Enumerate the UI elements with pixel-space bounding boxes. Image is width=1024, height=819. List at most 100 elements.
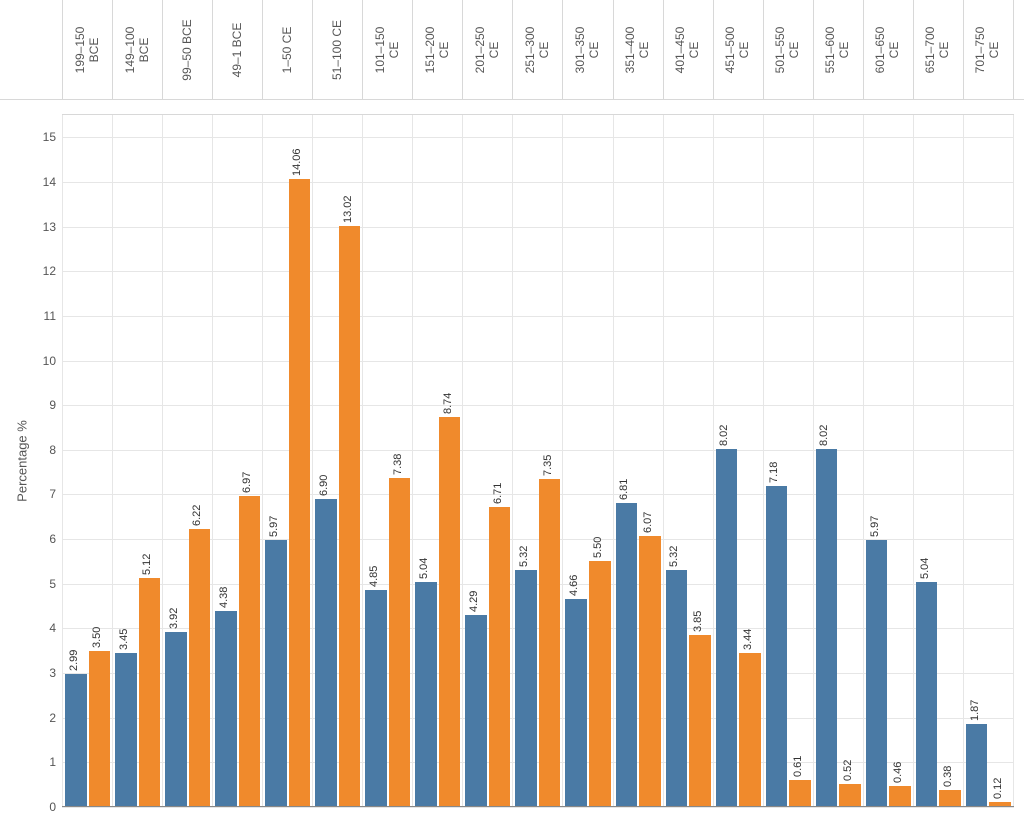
bar-series-b: 3.85 [689, 635, 711, 807]
bar-series-b: 6.07 [639, 536, 661, 807]
bar-series-b: 7.35 [539, 479, 561, 807]
bar-series-b: 6.71 [489, 507, 511, 807]
category-header: 49–1 BCE [212, 0, 262, 99]
category-header-label: 151–200 CE [424, 26, 452, 73]
category-column: 5.970.46 [863, 115, 913, 807]
bar-value-label: 5.04 [919, 558, 931, 579]
category-header-label: 701–750 CE [975, 26, 1003, 73]
bar-series-b: 5.12 [139, 578, 161, 807]
category-column: 4.85 7.38 [362, 115, 412, 807]
bar-value-label: 7.38 [392, 453, 404, 474]
category-header-label: 551–600 CE [824, 26, 852, 73]
y-axis-title: Percentage % [15, 420, 30, 502]
category-column: 3.455.12 [112, 115, 162, 807]
bar-series-b: 0.61 [789, 780, 811, 807]
bar-value-label: 8.02 [818, 425, 830, 446]
bar-value-label: 6.07 [642, 512, 654, 533]
category-header-label: 251–300 CE [524, 26, 552, 73]
bar-series-a: 3.45 [115, 653, 137, 807]
bar-value-label: 3.92 [168, 608, 180, 629]
category-column: 5.04 8.74 [412, 115, 462, 807]
y-tick-label: 12 [43, 264, 62, 278]
bar-value-label: 0.52 [842, 759, 854, 780]
bar-value-label: 13.02 [342, 195, 354, 223]
y-gridline [62, 807, 1014, 808]
bar-value-label: 3.85 [692, 611, 704, 632]
category-header-label: 601–650 CE [874, 26, 902, 73]
bar-series-b: 13.02 [339, 226, 361, 807]
bar-value-label: 5.32 [668, 545, 680, 566]
category-header: 101–150 CE [362, 0, 412, 99]
bar-series-a: 5.32 [666, 570, 688, 808]
category-header-label: 451–500 CE [724, 26, 752, 73]
bar-series-a: 4.29 [465, 615, 487, 807]
bar-value-label: 6.71 [492, 483, 504, 504]
y-tick-label: 2 [49, 711, 62, 725]
bar-series-a: 6.90 [315, 499, 337, 807]
category-header: 99–50 BCE [162, 0, 212, 99]
category-column: 1.87 0.12 [963, 115, 1014, 807]
category-column: 8.02 0.52 [813, 115, 863, 807]
category-header-label: 49–1 BCE [231, 22, 245, 77]
y-tick-label: 5 [49, 577, 62, 591]
bar-value-label: 0.61 [792, 755, 804, 776]
bar-value-label: 0.38 [942, 766, 954, 787]
category-column: 6.9013.02 [312, 115, 362, 807]
y-tick-label: 8 [49, 443, 62, 457]
y-tick-label: 7 [49, 487, 62, 501]
bar-series-b: 8.74 [439, 417, 461, 807]
bar-value-label: 0.46 [892, 762, 904, 783]
bar-series-a: 2.99 [65, 674, 87, 807]
bar-series-a: 5.97 [866, 540, 888, 807]
y-tick-label: 3 [49, 666, 62, 680]
category-header-label: 51–100 CE [331, 19, 345, 79]
bar-value-label: 14.06 [291, 149, 303, 177]
bar-series-a: 3.92 [165, 632, 187, 807]
bar-value-label: 6.81 [618, 479, 630, 500]
bar-series-a: 8.02 [716, 449, 738, 807]
bar-series-b: 5.50 [589, 561, 611, 807]
category-column: 7.180.61 [763, 115, 813, 807]
x-baseline [62, 806, 1014, 807]
category-column: 3.926.22 [162, 115, 212, 807]
bar-series-a: 6.81 [616, 503, 638, 807]
bar-series-a: 5.97 [265, 540, 287, 807]
category-header-label: 401–450 CE [674, 26, 702, 73]
category-header: 251–300 CE [512, 0, 562, 99]
bar-value-label: 8.74 [442, 392, 454, 413]
bar-value-label: 2.99 [68, 649, 80, 670]
chart-container: 199–150 BCE149–100 BCE99–50 BCE 49–1 BCE 1… [0, 0, 1024, 819]
bar-value-label: 5.97 [268, 516, 280, 537]
bar-series-b: 14.06 [289, 179, 311, 807]
bar-series-a: 4.66 [565, 599, 587, 807]
bar-series-b: 0.46 [889, 786, 911, 807]
bar-value-label: 7.35 [542, 454, 554, 475]
category-column: 6.816.07 [613, 115, 663, 807]
y-tick-label: 11 [44, 309, 62, 323]
category-header: 199–150 BCE [62, 0, 112, 99]
y-tick-label: 10 [43, 354, 62, 368]
category-header: 601–650 CE [863, 0, 913, 99]
category-header: 301–350 CE [562, 0, 612, 99]
category-header: 149–100 BCE [112, 0, 162, 99]
bar-series-b: 0.52 [839, 784, 861, 807]
category-header: 651–700 CE [913, 0, 963, 99]
bar-series-a: 4.85 [365, 590, 387, 807]
bar-columns: 2.993.503.455.123.926.224.386.975.9714.0… [62, 115, 1014, 807]
bar-value-label: 1.87 [969, 699, 981, 720]
bar-series-b: 6.22 [189, 529, 211, 807]
bar-value-label: 3.45 [118, 629, 130, 650]
category-column: 2.993.50 [62, 115, 112, 807]
bar-value-label: 6.22 [191, 505, 203, 526]
bar-value-label: 3.44 [742, 629, 754, 650]
category-header-row: 199–150 BCE149–100 BCE99–50 BCE 49–1 BCE 1… [0, 0, 1024, 100]
bar-value-label: 0.12 [992, 777, 1004, 798]
bar-value-label: 4.66 [568, 575, 580, 596]
bar-value-label: 4.85 [368, 566, 380, 587]
category-header: 151–200 CE [412, 0, 462, 99]
bar-value-label: 6.97 [241, 471, 253, 492]
y-tick-label: 4 [49, 621, 62, 635]
bar-series-a: 7.18 [766, 486, 788, 807]
y-tick-label: 6 [49, 532, 62, 546]
bar-value-label: 5.04 [418, 558, 430, 579]
